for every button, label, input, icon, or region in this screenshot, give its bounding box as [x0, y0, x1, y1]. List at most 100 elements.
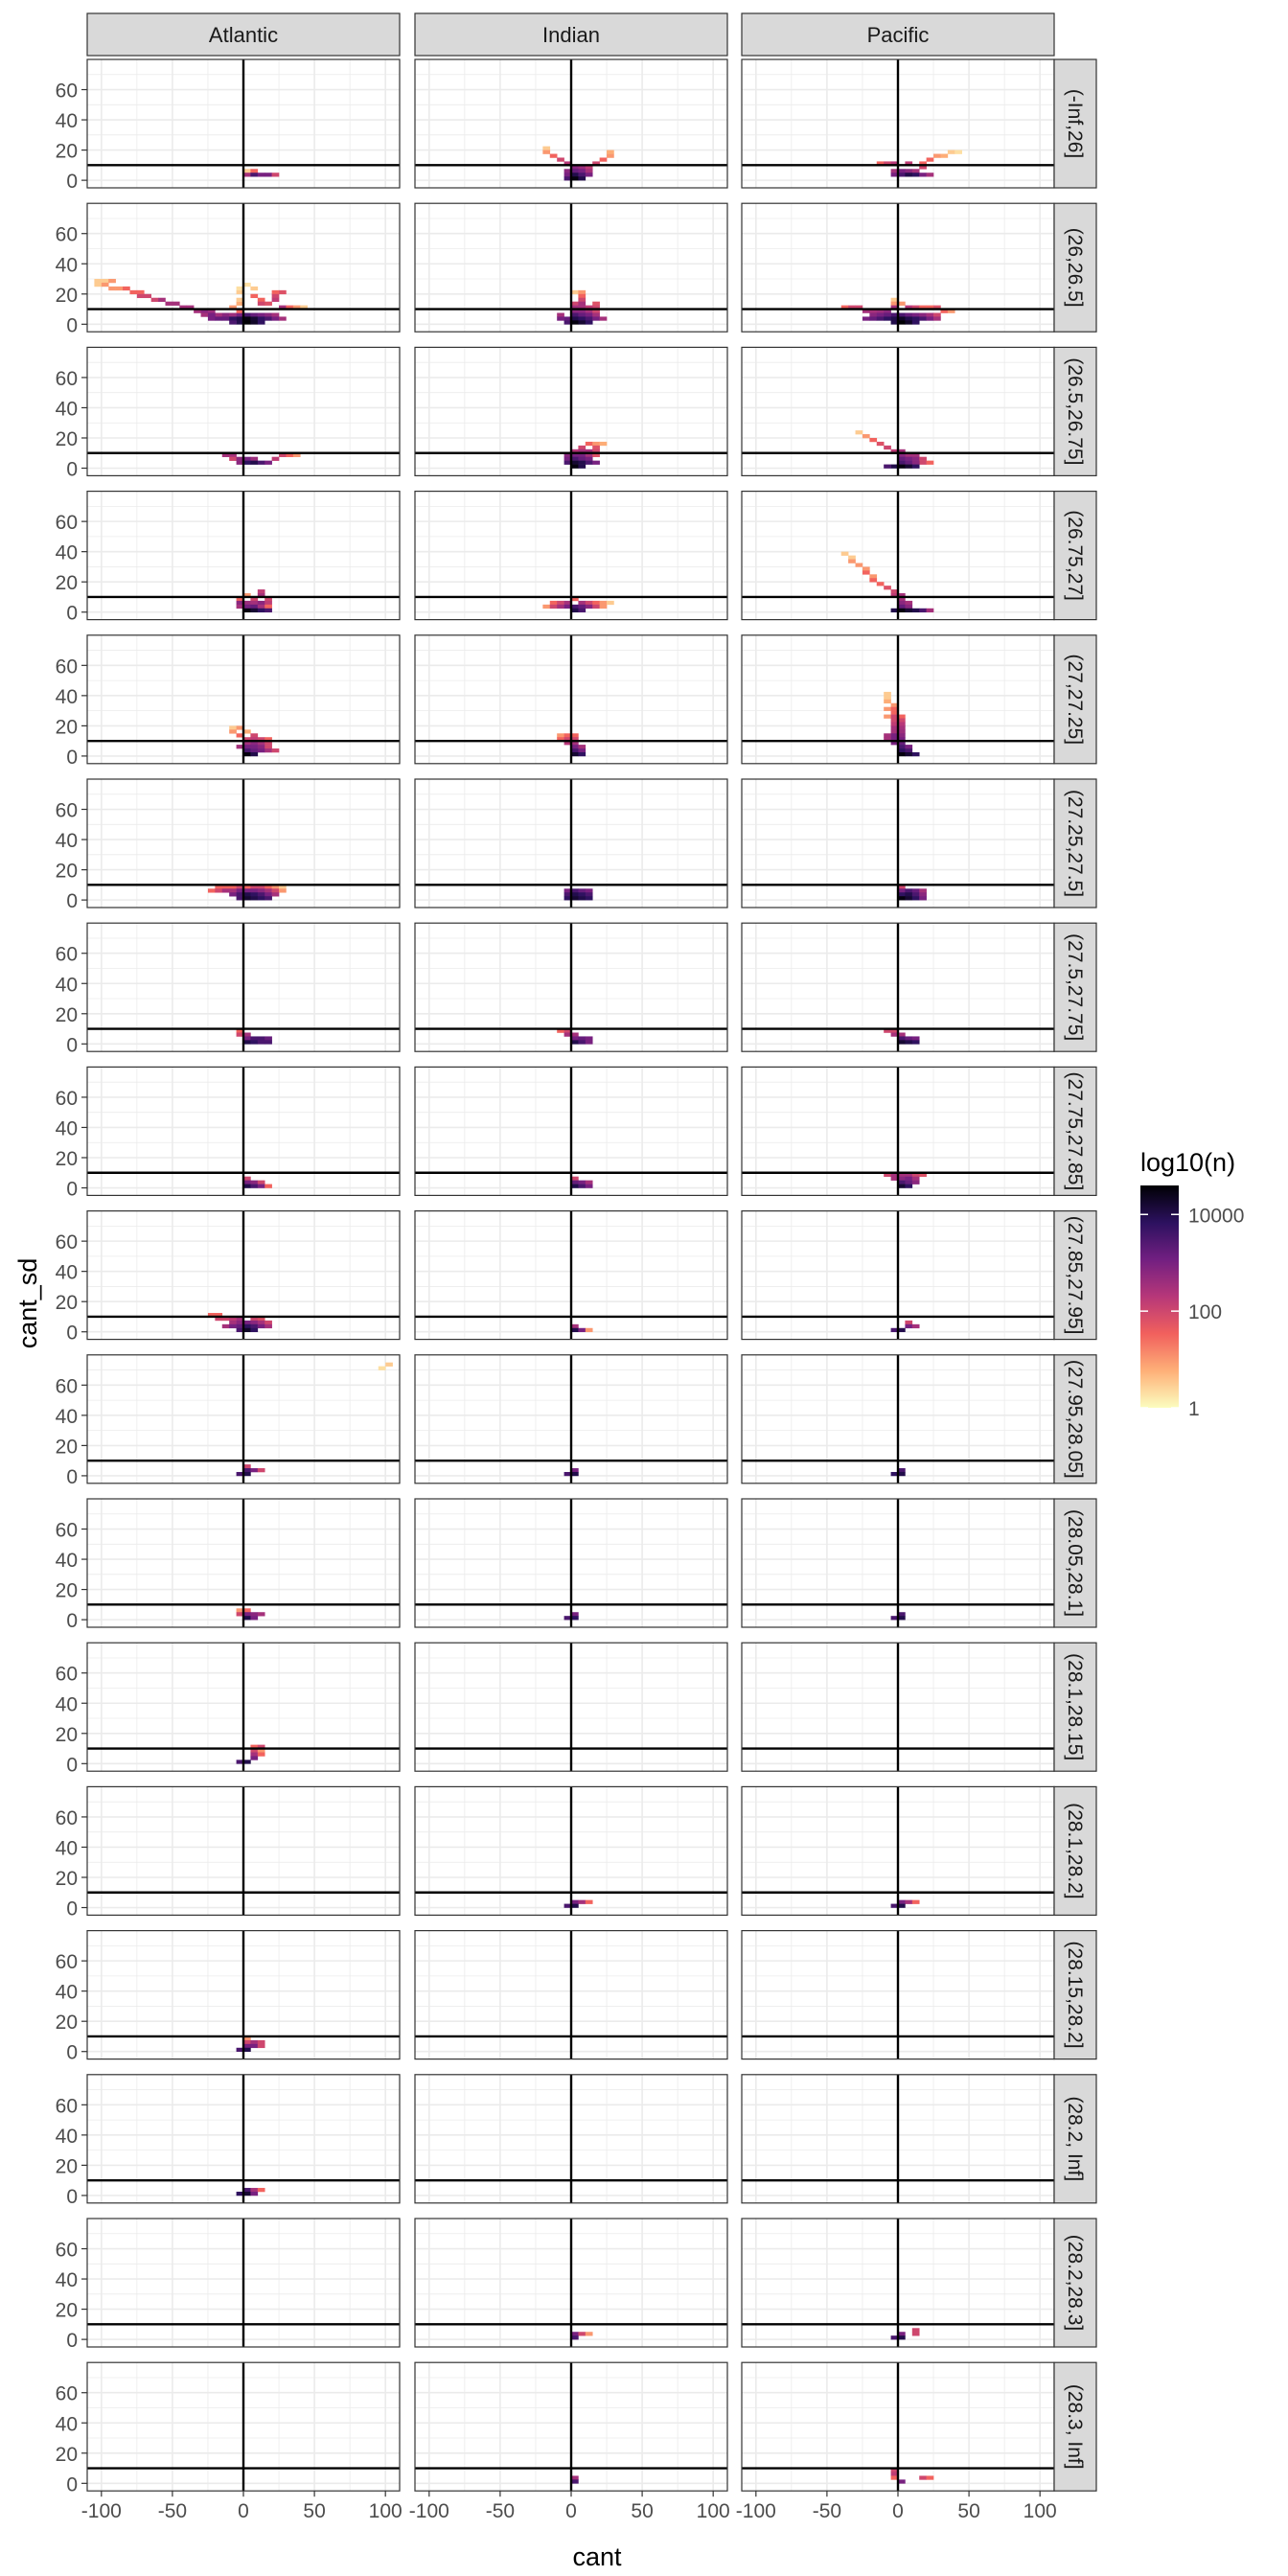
y-tick-label: 20 [56, 2444, 78, 2466]
x-tick-label: -50 [158, 2500, 187, 2522]
y-tick-label: 60 [56, 512, 78, 534]
heatmap-cell [890, 2472, 899, 2476]
heatmap-cell [898, 2335, 906, 2340]
heatmap-cell [236, 312, 244, 317]
row-strip-label: (28.1,28.2] [1064, 1803, 1086, 1898]
heatmap-cell [890, 161, 899, 166]
heatmap-cell [905, 892, 913, 897]
heatmap-cell [898, 729, 906, 734]
heatmap-cell [257, 1612, 265, 1617]
heatmap-cell [884, 699, 891, 704]
panel-border [86, 1642, 401, 1772]
panel-border [86, 2218, 401, 2348]
heatmap-cell [236, 320, 244, 325]
heatmap-cell [599, 604, 608, 610]
heatmap-cell [271, 888, 280, 893]
heatmap-cell [919, 316, 927, 321]
heatmap-cell [585, 460, 593, 465]
row-strip [1053, 1785, 1097, 1917]
heatmap-cell [250, 1184, 259, 1188]
facet-panel [414, 1785, 728, 1917]
facet-panel [741, 490, 1055, 621]
heatmap-cell [890, 464, 899, 469]
heatmap-cell [862, 316, 870, 321]
heatmap-cell [898, 1040, 906, 1045]
heatmap-cell [862, 570, 870, 575]
heatmap-cell [200, 309, 209, 313]
heatmap-cell [271, 456, 280, 461]
heatmap-cell [607, 600, 614, 606]
x-tick-label: 100 [697, 2500, 730, 2522]
y-tick-label: 60 [56, 2240, 78, 2262]
facet-panel [86, 778, 401, 908]
heatmap-cell [271, 748, 280, 753]
y-tick-label: 60 [56, 1231, 78, 1254]
facet-panel [414, 346, 728, 476]
heatmap-cell [250, 460, 259, 465]
heatmap-cell [840, 305, 849, 310]
heatmap-cell [571, 737, 579, 742]
y-tick-label: 0 [66, 2042, 78, 2064]
heatmap-cell [911, 896, 920, 901]
heatmap-cell [271, 293, 280, 299]
heatmap-cell [905, 1036, 913, 1041]
heatmap-cell [571, 1471, 579, 1477]
heatmap-cell [221, 1316, 230, 1322]
y-tick-label: 20 [56, 861, 78, 883]
heatmap-cell [250, 1752, 259, 1757]
heatmap-cell [578, 312, 586, 317]
heatmap-cell [898, 1036, 906, 1041]
heatmap-cell [257, 737, 265, 742]
column-strip-label: Pacific [867, 23, 930, 47]
heatmap-cell [585, 1040, 593, 1045]
heatmap-cell [592, 445, 600, 450]
heatmap-cell [898, 1471, 906, 1477]
panel-border [414, 1929, 728, 2060]
heatmap-cell [300, 305, 308, 310]
heatmap-cell [592, 448, 600, 454]
heatmap-cell [890, 729, 899, 734]
panel-border [414, 2218, 728, 2348]
heatmap-cell [578, 748, 586, 753]
heatmap-cell [264, 741, 272, 746]
heatmap-cell [236, 456, 244, 461]
facet-panel [86, 1354, 401, 1484]
heatmap-cell [876, 582, 885, 586]
facet-panel [741, 1642, 1055, 1772]
heatmap-cell [940, 309, 949, 313]
heatmap-cell [898, 448, 906, 454]
heatmap-cell [221, 452, 230, 457]
heatmap-cell [898, 608, 906, 613]
heatmap-cell [264, 604, 272, 610]
heatmap-cell [940, 153, 949, 158]
heatmap-cell [243, 2036, 251, 2041]
heatmap-cell [905, 464, 913, 469]
heatmap-cell [271, 289, 280, 295]
heatmap-cell [236, 316, 244, 321]
heatmap-cell [898, 593, 906, 598]
heatmap-cell [243, 169, 251, 173]
heatmap-cell [911, 1040, 920, 1045]
heatmap-cell [236, 600, 244, 606]
facet-panel [414, 1642, 728, 1772]
heatmap-cell [186, 305, 195, 310]
heatmap-cell [207, 888, 216, 893]
y-tick-label: 60 [56, 368, 78, 390]
heatmap-cell [257, 888, 265, 893]
heatmap-cell [264, 1184, 272, 1188]
heatmap-cell [911, 169, 920, 173]
heatmap-cell [243, 593, 251, 598]
row-strip-label: (28.15,28.2] [1064, 1942, 1086, 2049]
heatmap-cell [236, 309, 244, 313]
heatmap-cell [264, 312, 272, 317]
y-tick-label: 40 [56, 1982, 78, 2004]
panel-border [414, 2074, 728, 2204]
heatmap-cell [264, 600, 272, 606]
column-strip-label: Indian [542, 23, 600, 47]
y-tick-label: 20 [56, 2012, 78, 2034]
heatmap-cell [911, 320, 920, 325]
heatmap-cell [578, 1040, 586, 1045]
heatmap-cell [150, 297, 159, 302]
heatmap-cell [571, 316, 579, 321]
facet-panel [741, 2218, 1055, 2348]
